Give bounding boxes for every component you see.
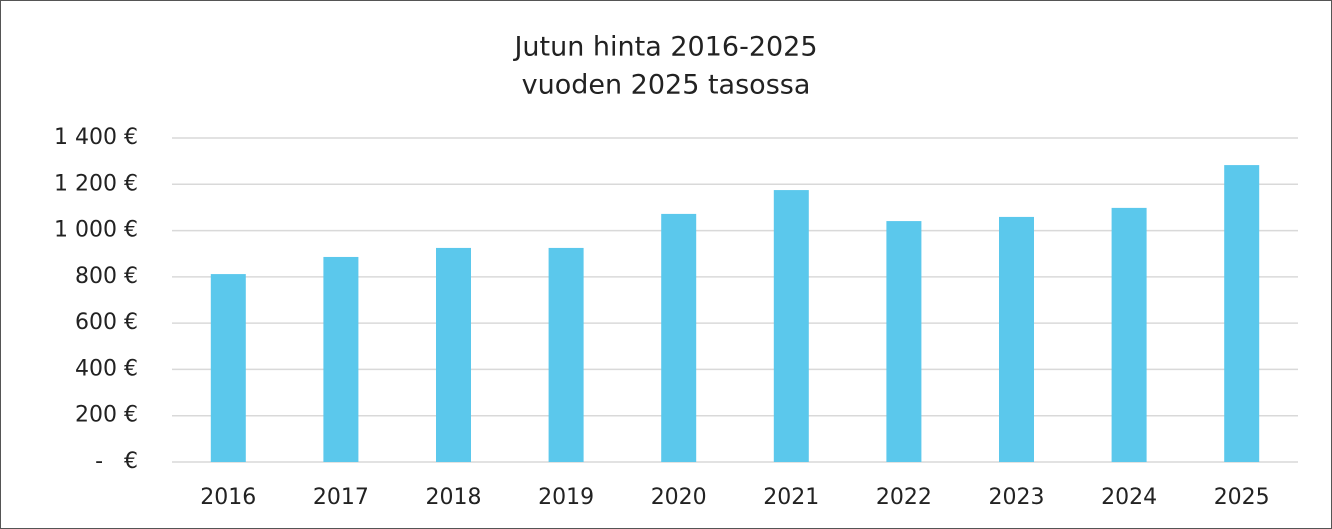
bar <box>999 216 1034 462</box>
x-tick-label: 2023 <box>989 485 1045 510</box>
x-tick-label: 2022 <box>876 485 932 510</box>
bar <box>661 213 697 462</box>
x-tick-label: 2025 <box>1214 485 1270 510</box>
bar <box>1111 207 1147 462</box>
x-tick-label: 2016 <box>200 485 256 510</box>
y-tick-label: 1 200 € <box>54 171 138 196</box>
x-tick-label: 2020 <box>651 485 707 510</box>
bar <box>436 247 471 462</box>
chart-title: Jutun hinta 2016-2025 <box>512 32 817 63</box>
x-tick-label: 2024 <box>1101 485 1157 510</box>
x-tick-label: 2018 <box>426 485 482 510</box>
x-tick-label: 2021 <box>763 485 819 510</box>
bar <box>1224 165 1260 462</box>
x-tick-label: 2017 <box>313 485 369 510</box>
bar <box>886 221 922 462</box>
y-tick-label: 400 € <box>75 356 138 381</box>
y-tick-label: 200 € <box>75 403 138 428</box>
y-tick-label: 800 € <box>75 264 138 289</box>
bar <box>548 247 584 462</box>
y-tick-label: 1 400 € <box>54 125 138 150</box>
bar <box>773 190 809 463</box>
chart-subtitle: vuoden 2025 tasossa <box>522 70 811 101</box>
bar <box>323 256 359 462</box>
y-tick-label: 600 € <box>75 310 138 335</box>
x-tick-label: 2019 <box>538 485 594 510</box>
y-tick-label: - € <box>95 449 138 474</box>
bar <box>210 274 246 462</box>
y-tick-label: 1 000 € <box>54 218 138 243</box>
